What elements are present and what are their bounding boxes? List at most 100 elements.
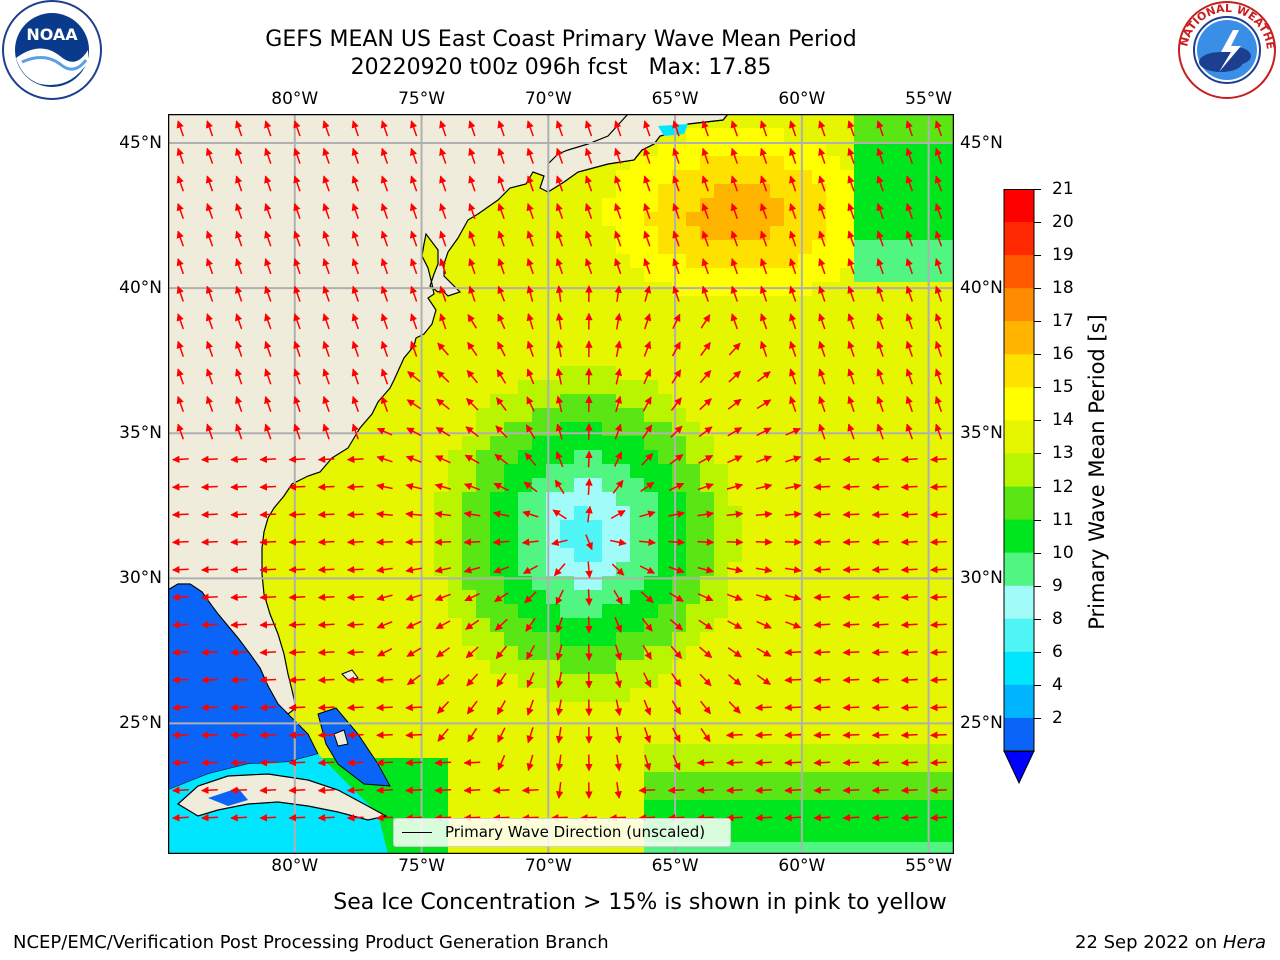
wave-direction-arrow [201, 510, 218, 519]
wave-direction-arrow [346, 786, 364, 795]
wave-direction-arrow [905, 120, 914, 137]
wave-direction-arrow [230, 814, 248, 822]
wave-direction-arrow [755, 566, 773, 574]
wave-direction-arrow [813, 786, 831, 795]
wave-direction-arrow [900, 483, 918, 491]
wave-direction-arrow [555, 120, 564, 137]
colorbar-tick-label: 4 [1052, 674, 1063, 695]
wave-direction-arrow [317, 814, 335, 822]
wave-direction-arrow [376, 593, 393, 602]
wave-direction-arrow [585, 589, 593, 606]
wave-direction-arrow [376, 566, 393, 574]
wave-direction-arrow [842, 483, 860, 491]
wave-direction-arrow [553, 563, 566, 577]
wave-direction-arrow [697, 482, 714, 491]
wave-direction-arrow [288, 538, 306, 546]
wave-direction-arrow [728, 370, 742, 383]
colorbar-tick-label: 8 [1052, 608, 1063, 629]
wave-direction-arrow [871, 510, 889, 519]
wave-direction-arrow [930, 814, 947, 822]
wave-direction-arrow [293, 313, 301, 330]
wave-direction-arrow [643, 230, 651, 247]
wave-direction-arrow [493, 482, 509, 492]
wave-direction-arrow [900, 731, 918, 739]
wave-direction-arrow [930, 786, 947, 795]
wave-direction-arrow [759, 147, 768, 164]
wave-direction-arrow [701, 258, 709, 275]
map-frame [168, 114, 954, 854]
wave-direction-arrow [439, 120, 447, 137]
wave-direction-arrow [346, 758, 364, 767]
lat-tick-label-left: 25°N [119, 713, 162, 734]
wave-direction-arrow [818, 313, 826, 330]
wave-direction-arrow [755, 703, 772, 712]
wave-direction-arrow [700, 700, 712, 715]
wave-direction-arrow [497, 285, 506, 302]
wave-direction-arrow [818, 340, 826, 357]
wave-direction-arrow [555, 202, 564, 220]
wave-direction-arrow [871, 731, 889, 739]
wave-direction-arrow [259, 786, 277, 795]
wave-direction-arrow [847, 340, 855, 357]
wave-direction-arrow [465, 646, 479, 659]
wave-direction-arrow [934, 340, 943, 357]
wave-direction-arrow [435, 426, 451, 437]
wave-direction-arrow [288, 621, 306, 629]
wave-direction-arrow [522, 565, 538, 575]
wave-direction-arrow [230, 703, 248, 712]
title-line-2: 20220920 t00z 096h fcst Max: 17.85 [350, 55, 772, 80]
wave-direction-arrow [259, 731, 277, 739]
wave-direction-arrow [842, 455, 860, 464]
wave-direction-arrow [235, 175, 243, 192]
wave-direction-arrow [201, 455, 218, 464]
wave-direction-arrow [171, 510, 189, 519]
wave-direction-arrow [405, 758, 422, 767]
wave-direction-arrow [818, 202, 826, 220]
wave-direction-arrow [818, 258, 826, 275]
wave-direction-arrow [813, 703, 831, 712]
wave-direction-arrow [905, 395, 914, 412]
wave-direction-arrow [730, 202, 739, 220]
wave-direction-arrow [726, 482, 744, 491]
wave-direction-arrow [871, 621, 889, 629]
wave-direction-arrow [671, 369, 682, 384]
wave-direction-arrow [317, 510, 335, 519]
wave-direction-arrow [406, 674, 421, 686]
wave-direction-arrow [201, 648, 218, 657]
wave-direction-arrow [264, 285, 272, 302]
wave-direction-arrow [555, 175, 564, 192]
wave-direction-arrow [464, 593, 480, 602]
legend-label: Primary Wave Direction (unscaled) [445, 823, 706, 841]
wave-direction-arrow [288, 703, 306, 712]
wave-direction-arrow [171, 648, 189, 657]
wave-direction-arrow [468, 175, 476, 192]
wave-direction-arrow [730, 120, 739, 137]
wave-direction-arrow [876, 230, 884, 247]
wave-direction-arrow [639, 510, 656, 518]
wave-direction-arrow [905, 258, 914, 275]
wave-direction-arrow [436, 674, 450, 686]
wave-direction-arrow [376, 510, 393, 519]
wave-direction-arrow [439, 285, 447, 302]
wave-direction-arrow [842, 731, 860, 739]
wave-direction-arrow [699, 370, 712, 384]
wave-direction-arrow [405, 566, 422, 574]
wave-direction-arrow [555, 589, 564, 606]
wave-direction-arrow [230, 538, 248, 546]
wave-direction-arrow [643, 727, 652, 744]
wave-direction-arrow [497, 727, 506, 743]
wave-direction-arrow [526, 368, 535, 385]
wave-direction-arrow [434, 482, 452, 491]
wave-direction-arrow [259, 703, 277, 712]
wave-direction-arrow [585, 450, 593, 468]
wave-direction-arrow [614, 782, 622, 799]
wave-direction-arrow [555, 644, 564, 661]
wave-direction-arrow [643, 672, 652, 688]
wave-direction-arrow [205, 258, 214, 275]
lon-tick-label-bottom: 55°W [905, 856, 953, 876]
wave-direction-arrow [171, 758, 189, 767]
wave-direction-arrow [346, 565, 364, 574]
wave-direction-arrow [264, 395, 272, 412]
wave-direction-arrow [784, 538, 802, 546]
wave-direction-arrow [842, 538, 860, 546]
